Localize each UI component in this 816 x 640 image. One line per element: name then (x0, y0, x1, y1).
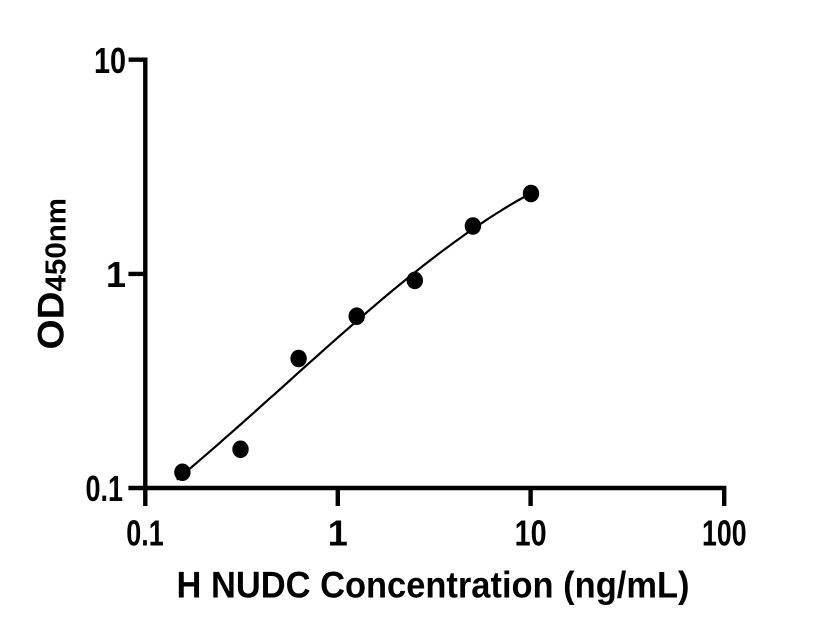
svg-text:450nm: 450nm (41, 198, 73, 292)
svg-text:OD: OD (31, 292, 72, 350)
svg-text:0.1: 0.1 (86, 468, 124, 509)
svg-text:10: 10 (94, 40, 126, 81)
svg-text:H NUDC Concentration (ng/mL): H NUDC Concentration (ng/mL) (177, 565, 690, 606)
svg-text:1: 1 (106, 254, 126, 295)
svg-text:1: 1 (328, 512, 348, 553)
svg-text:10: 10 (515, 512, 547, 553)
svg-text:100: 100 (702, 512, 747, 553)
svg-text:0.1: 0.1 (126, 512, 164, 553)
